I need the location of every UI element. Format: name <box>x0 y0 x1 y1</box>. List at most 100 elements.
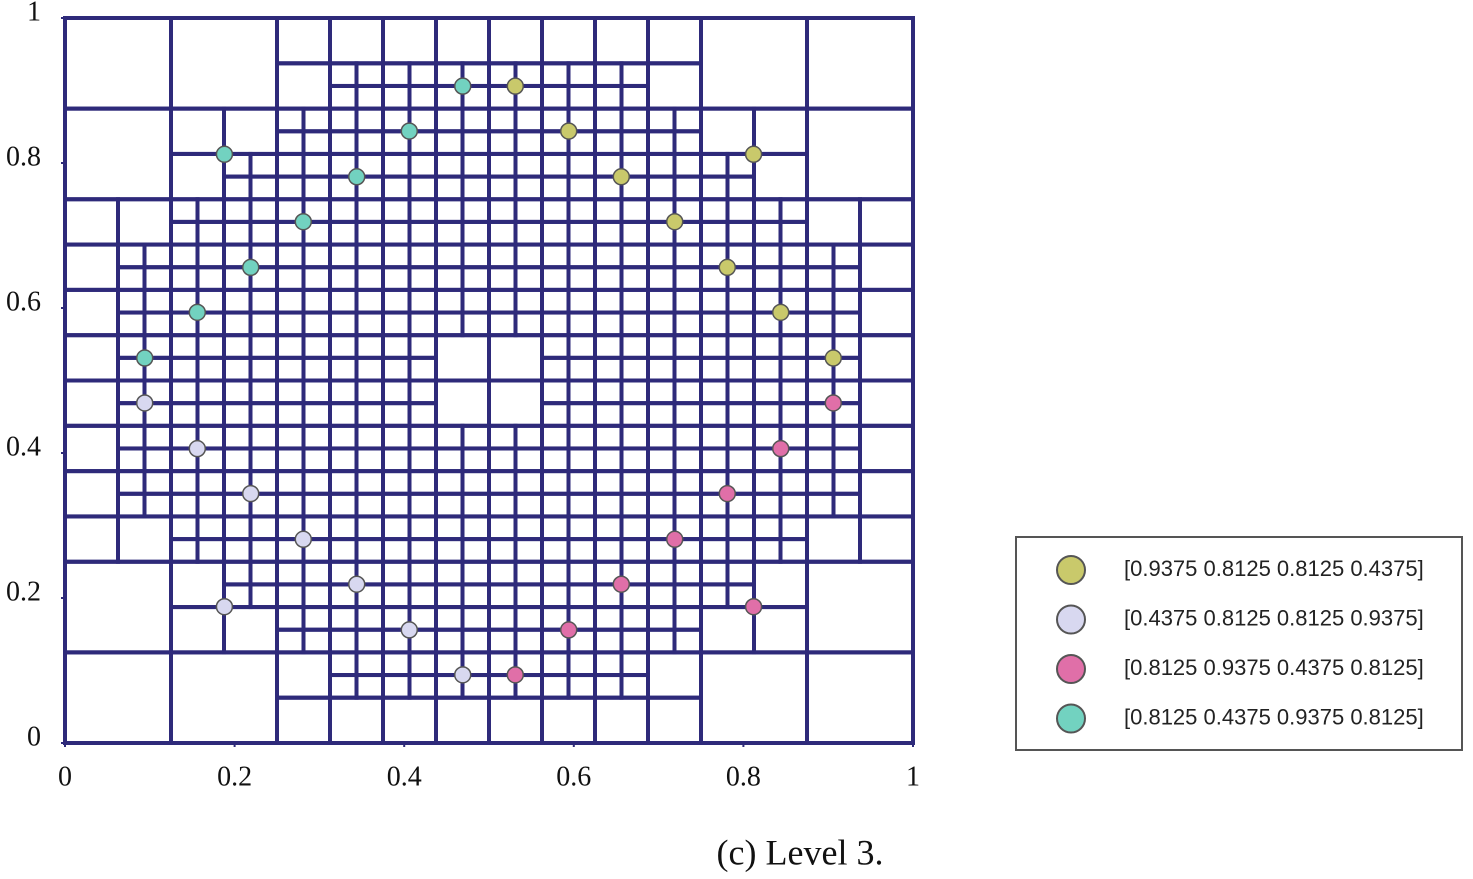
mesh-cell <box>778 378 809 406</box>
mesh-cell <box>699 174 730 202</box>
mesh-cell <box>354 491 385 519</box>
mesh-cell <box>195 537 226 564</box>
mesh-cell <box>566 197 597 224</box>
mesh-cell <box>275 627 306 655</box>
mesh-cell <box>434 423 465 451</box>
mesh-cell <box>195 401 226 428</box>
mesh <box>63 16 915 745</box>
mesh-cell <box>222 287 253 315</box>
mesh-cell <box>222 605 279 655</box>
mesh-cell <box>540 310 571 338</box>
mesh-cell <box>460 287 491 315</box>
mesh-cell <box>699 559 730 587</box>
mesh-cell <box>169 106 226 156</box>
x-tick-label: 0.4 <box>387 761 422 792</box>
mesh-cell <box>381 355 412 383</box>
mesh-cell <box>699 605 756 655</box>
mesh-cell <box>487 469 518 496</box>
mesh-cell <box>858 333 915 383</box>
mesh-cell <box>275 333 306 360</box>
mesh-cell <box>460 582 491 610</box>
legend-marker <box>1056 604 1086 635</box>
mesh-cell <box>593 265 624 292</box>
mesh-cell <box>540 650 571 678</box>
mesh-cell <box>222 378 253 406</box>
mesh-cell <box>434 242 465 270</box>
mesh-cell <box>275 605 306 632</box>
mesh-cell <box>725 537 756 564</box>
mesh-cell <box>805 469 836 496</box>
mesh-cell <box>540 695 597 745</box>
mesh-cell <box>752 333 783 360</box>
point <box>400 122 419 140</box>
mesh-cell <box>540 537 571 564</box>
mesh-cell <box>407 446 438 474</box>
mesh-cell <box>460 605 491 632</box>
mesh-cell <box>434 627 465 655</box>
point <box>824 349 843 367</box>
mesh-cell <box>328 491 359 519</box>
points <box>135 77 843 684</box>
mesh-cell <box>275 401 306 428</box>
mesh-cell <box>301 333 332 360</box>
mesh-cell <box>540 355 571 383</box>
mesh-cell <box>540 423 571 451</box>
mesh-cell <box>434 695 491 745</box>
mesh-cell <box>540 219 571 247</box>
mesh-cell <box>619 83 650 111</box>
mesh-cell <box>460 310 491 338</box>
point <box>135 349 154 367</box>
point <box>665 530 684 549</box>
mesh-cell <box>301 582 332 610</box>
mesh-cell <box>301 423 332 451</box>
mesh-cell <box>831 242 862 270</box>
mesh-cell <box>248 151 279 179</box>
mesh-cell <box>593 197 624 224</box>
point <box>744 597 763 616</box>
mesh-cell <box>354 446 385 474</box>
mesh-cell <box>540 514 571 542</box>
y-tick-label: 1 <box>27 0 41 27</box>
mesh-cell <box>646 129 677 156</box>
mesh-cell <box>354 378 385 406</box>
mesh-cell <box>752 378 783 406</box>
mesh-cell <box>407 310 438 338</box>
mesh-cell <box>513 151 544 179</box>
mesh-cell <box>407 559 438 587</box>
mesh-cell <box>116 265 147 292</box>
mesh-cell <box>381 174 412 202</box>
mesh-cell <box>566 219 597 247</box>
point <box>215 145 234 164</box>
mesh-cell <box>672 129 703 156</box>
mesh-cell <box>222 446 253 474</box>
mesh-cell <box>725 355 756 383</box>
mesh-cell <box>460 559 491 587</box>
mesh-cell <box>222 514 253 542</box>
mesh-cell <box>699 650 809 745</box>
mesh-cell <box>328 378 359 406</box>
mesh-cell <box>699 378 730 406</box>
mesh-cell <box>672 287 703 315</box>
mesh-cell <box>566 83 597 111</box>
mesh-cell <box>381 559 412 587</box>
point <box>771 303 790 322</box>
x-tick-label: 0 <box>58 761 72 792</box>
point <box>718 484 737 503</box>
mesh-cell <box>116 491 147 519</box>
mesh-cell <box>619 219 650 247</box>
mesh-cell <box>699 333 730 360</box>
mesh-cell <box>328 627 359 655</box>
mesh-cell <box>566 673 597 700</box>
mesh-cell <box>63 106 173 202</box>
mesh-cell <box>566 401 597 428</box>
mesh-cell <box>752 401 783 428</box>
mesh-cell <box>752 537 783 564</box>
mesh-cell <box>566 355 597 383</box>
mesh-cell <box>248 446 279 474</box>
mesh-cell <box>752 151 809 202</box>
point <box>665 212 684 231</box>
mesh-cell <box>805 16 915 111</box>
mesh-cell <box>619 605 650 632</box>
mesh-cell <box>222 559 253 587</box>
mesh-cell <box>248 174 279 202</box>
